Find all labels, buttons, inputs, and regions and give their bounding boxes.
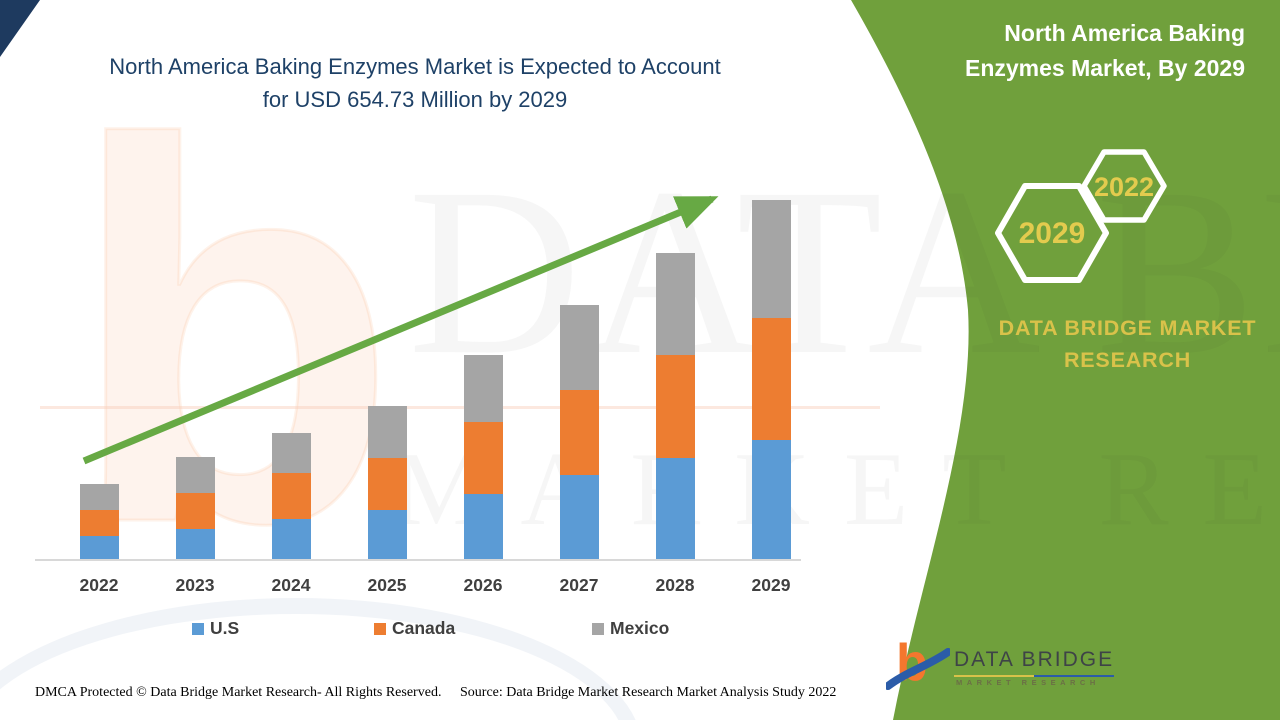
legend-label: Canada bbox=[392, 618, 456, 638]
bar-segment-us bbox=[175, 529, 215, 560]
hexagon-2022 bbox=[1081, 149, 1167, 223]
bar-segment-us bbox=[271, 519, 311, 560]
watermark-text-row2: MARKET RESEARCH bbox=[393, 428, 1280, 549]
bar-segment-us bbox=[79, 536, 119, 560]
brand-text-line2: RESEARCH bbox=[1063, 348, 1192, 373]
bar-segment-canada bbox=[367, 458, 407, 510]
bar-2022 bbox=[79, 484, 119, 560]
bar-segment-mexico bbox=[559, 305, 599, 390]
bar-2029 bbox=[751, 200, 791, 560]
hexagon-badges: 2022 2029 bbox=[995, 149, 1167, 283]
bar-segment-mexico bbox=[79, 484, 119, 510]
bar-segment-canada bbox=[79, 510, 119, 536]
logo-b-icon: b bbox=[886, 634, 950, 692]
bar-segment-mexico bbox=[751, 200, 791, 318]
brand-text: DATA BRIDGE MARKET RESEARCH bbox=[985, 312, 1270, 377]
legend-item-canada: Canada bbox=[374, 618, 455, 639]
bar-2026 bbox=[463, 355, 503, 560]
panel-heading-line1: North America Baking bbox=[1004, 20, 1245, 46]
footer-source: Source: Data Bridge Market Research Mark… bbox=[460, 685, 837, 700]
panel-heading-line2: Enzymes Market, By 2029 bbox=[965, 54, 1245, 81]
x-label-2022: 2022 bbox=[79, 575, 119, 595]
legend-swatch bbox=[592, 622, 604, 635]
x-label-2028: 2028 bbox=[655, 575, 695, 595]
bar-segment-us bbox=[367, 510, 407, 560]
corner-triangle bbox=[0, 0, 40, 57]
legend-item-mexico: Mexico bbox=[592, 618, 669, 639]
x-label-2024: 2024 bbox=[271, 575, 311, 595]
bar-segment-canada bbox=[463, 422, 503, 494]
bar-2024 bbox=[271, 433, 311, 560]
bar-segment-canada bbox=[751, 318, 791, 440]
x-label-2023: 2023 bbox=[175, 575, 215, 595]
x-label-2027: 2027 bbox=[559, 575, 599, 595]
bar-2027 bbox=[559, 305, 599, 560]
footer-dmca: DMCA Protected © Data Bridge Market Rese… bbox=[35, 685, 442, 700]
bar-segment-canada bbox=[271, 473, 311, 519]
chart-title: North America Baking Enzymes Market is E… bbox=[70, 50, 760, 116]
bar-segment-canada bbox=[175, 493, 215, 529]
bar-segment-us bbox=[655, 458, 695, 560]
bar-2025 bbox=[367, 406, 407, 560]
x-label-2025: 2025 bbox=[367, 575, 407, 595]
bar-2028 bbox=[655, 253, 695, 560]
logo-name: DATA BRIDGE bbox=[954, 648, 1115, 677]
bar-segment-mexico bbox=[655, 253, 695, 355]
panel-heading: North America Baking Enzymes Market, By … bbox=[935, 16, 1245, 85]
legend-label: U.S bbox=[210, 618, 240, 638]
bar-segment-canada bbox=[655, 355, 695, 458]
databridge-logo: b DATA BRIDGE MARKET RESEARCH bbox=[886, 634, 1126, 698]
bar-segment-mexico bbox=[271, 433, 311, 473]
bar-2023 bbox=[175, 457, 215, 560]
legend-swatch bbox=[192, 622, 204, 635]
x-label-2026: 2026 bbox=[463, 575, 503, 595]
bar-segment-canada bbox=[559, 390, 599, 475]
chart-title-line1: North America Baking Enzymes Market is E… bbox=[109, 54, 721, 79]
chart-title-line2: for USD 654.73 Million by 2029 bbox=[262, 87, 568, 112]
bar-segment-mexico bbox=[175, 457, 215, 493]
watermark-swoosh-ellipse bbox=[0, 598, 642, 720]
bar-segment-mexico bbox=[463, 355, 503, 422]
bar-segment-mexico bbox=[367, 406, 407, 458]
bar-segment-us bbox=[559, 475, 599, 560]
legend-item-us: U.S bbox=[192, 618, 239, 639]
brand-text-line1: DATA BRIDGE MARKET bbox=[998, 316, 1257, 340]
hexagon-2029 bbox=[995, 183, 1109, 283]
bar-segment-us bbox=[463, 494, 503, 560]
legend-swatch bbox=[374, 622, 386, 635]
hexagon-2029-label: 2029 bbox=[1019, 217, 1086, 250]
x-label-2029: 2029 bbox=[751, 575, 791, 595]
bar-segment-us bbox=[751, 440, 791, 560]
hexagon-2022-label: 2022 bbox=[1094, 172, 1154, 202]
x-axis-line bbox=[35, 559, 801, 561]
legend-label: Mexico bbox=[610, 618, 670, 638]
logo-subline: MARKET RESEARCH bbox=[956, 678, 1100, 687]
